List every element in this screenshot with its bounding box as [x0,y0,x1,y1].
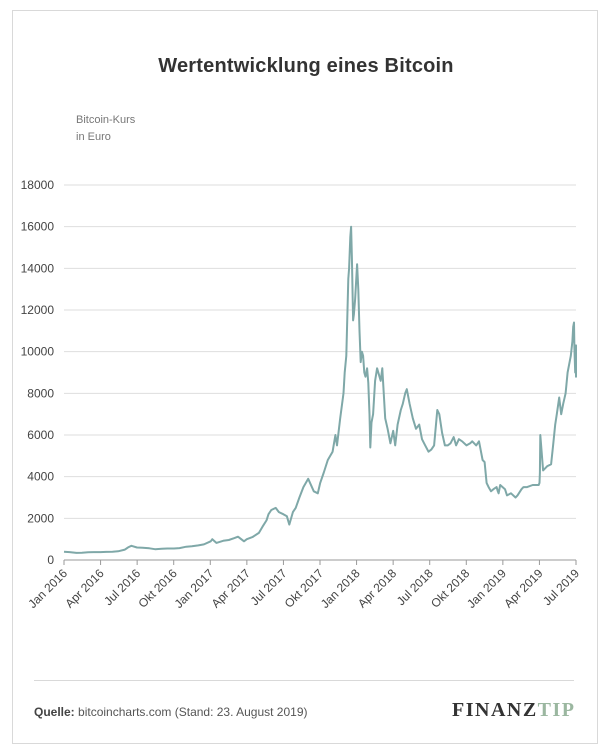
y-axis-title: Bitcoin-Kurs in Euro [76,114,136,143]
source-label: Quelle: [34,705,75,719]
x-tick-label: Jan 2018 [318,566,363,611]
y-tick-label: 14000 [21,261,55,275]
x-tick-label: Jan 2016 [25,566,70,611]
x-tick-label: Apr 2017 [209,566,254,611]
footer-divider [34,680,574,681]
y-tick-label: 12000 [21,303,55,317]
y-axis-title-line1: Bitcoin-Kurs [76,114,136,126]
y-tick-label: 6000 [27,428,54,442]
source-text: bitcoincharts.com (Stand: 23. August 201… [78,705,308,719]
y-tick-label: 16000 [21,220,55,234]
x-tick-label: Jan 2017 [172,566,217,611]
y-tick-label: 18000 [21,178,55,192]
y-tick-label: 8000 [27,386,54,400]
x-tick-label: Apr 2018 [355,566,400,611]
y-tick-label: 2000 [27,511,54,525]
finanztip-logo: FINANZTIP [452,699,576,722]
x-tick-label: Jan 2019 [464,566,509,611]
chart-title: Wertentwicklung eines Bitcoin [158,55,454,77]
chart-card: Wertentwicklung eines Bitcoin [12,10,598,744]
y-tick-label: 0 [47,553,54,567]
source-note: Quelle: bitcoincharts.com (Stand: 23. Au… [34,705,308,719]
y-tick-label: 10000 [21,345,55,359]
logo-main: FINANZ [452,699,538,721]
y-axis-title-line2: in Euro [76,131,111,143]
y-tick-labels: 0 2000 4000 6000 8000 10000 12000 14000 16000 180… [21,178,55,567]
x-tick-label: Jul 2019 [540,566,582,608]
y-tick-label: 4000 [27,470,54,484]
series-line [63,225,577,554]
series-layer [63,225,577,554]
x-tick-label: Apr 2019 [501,566,546,611]
logo-accent: TIP [537,699,576,721]
grid-layer [63,184,577,565]
x-tick-label: Apr 2016 [62,566,107,611]
